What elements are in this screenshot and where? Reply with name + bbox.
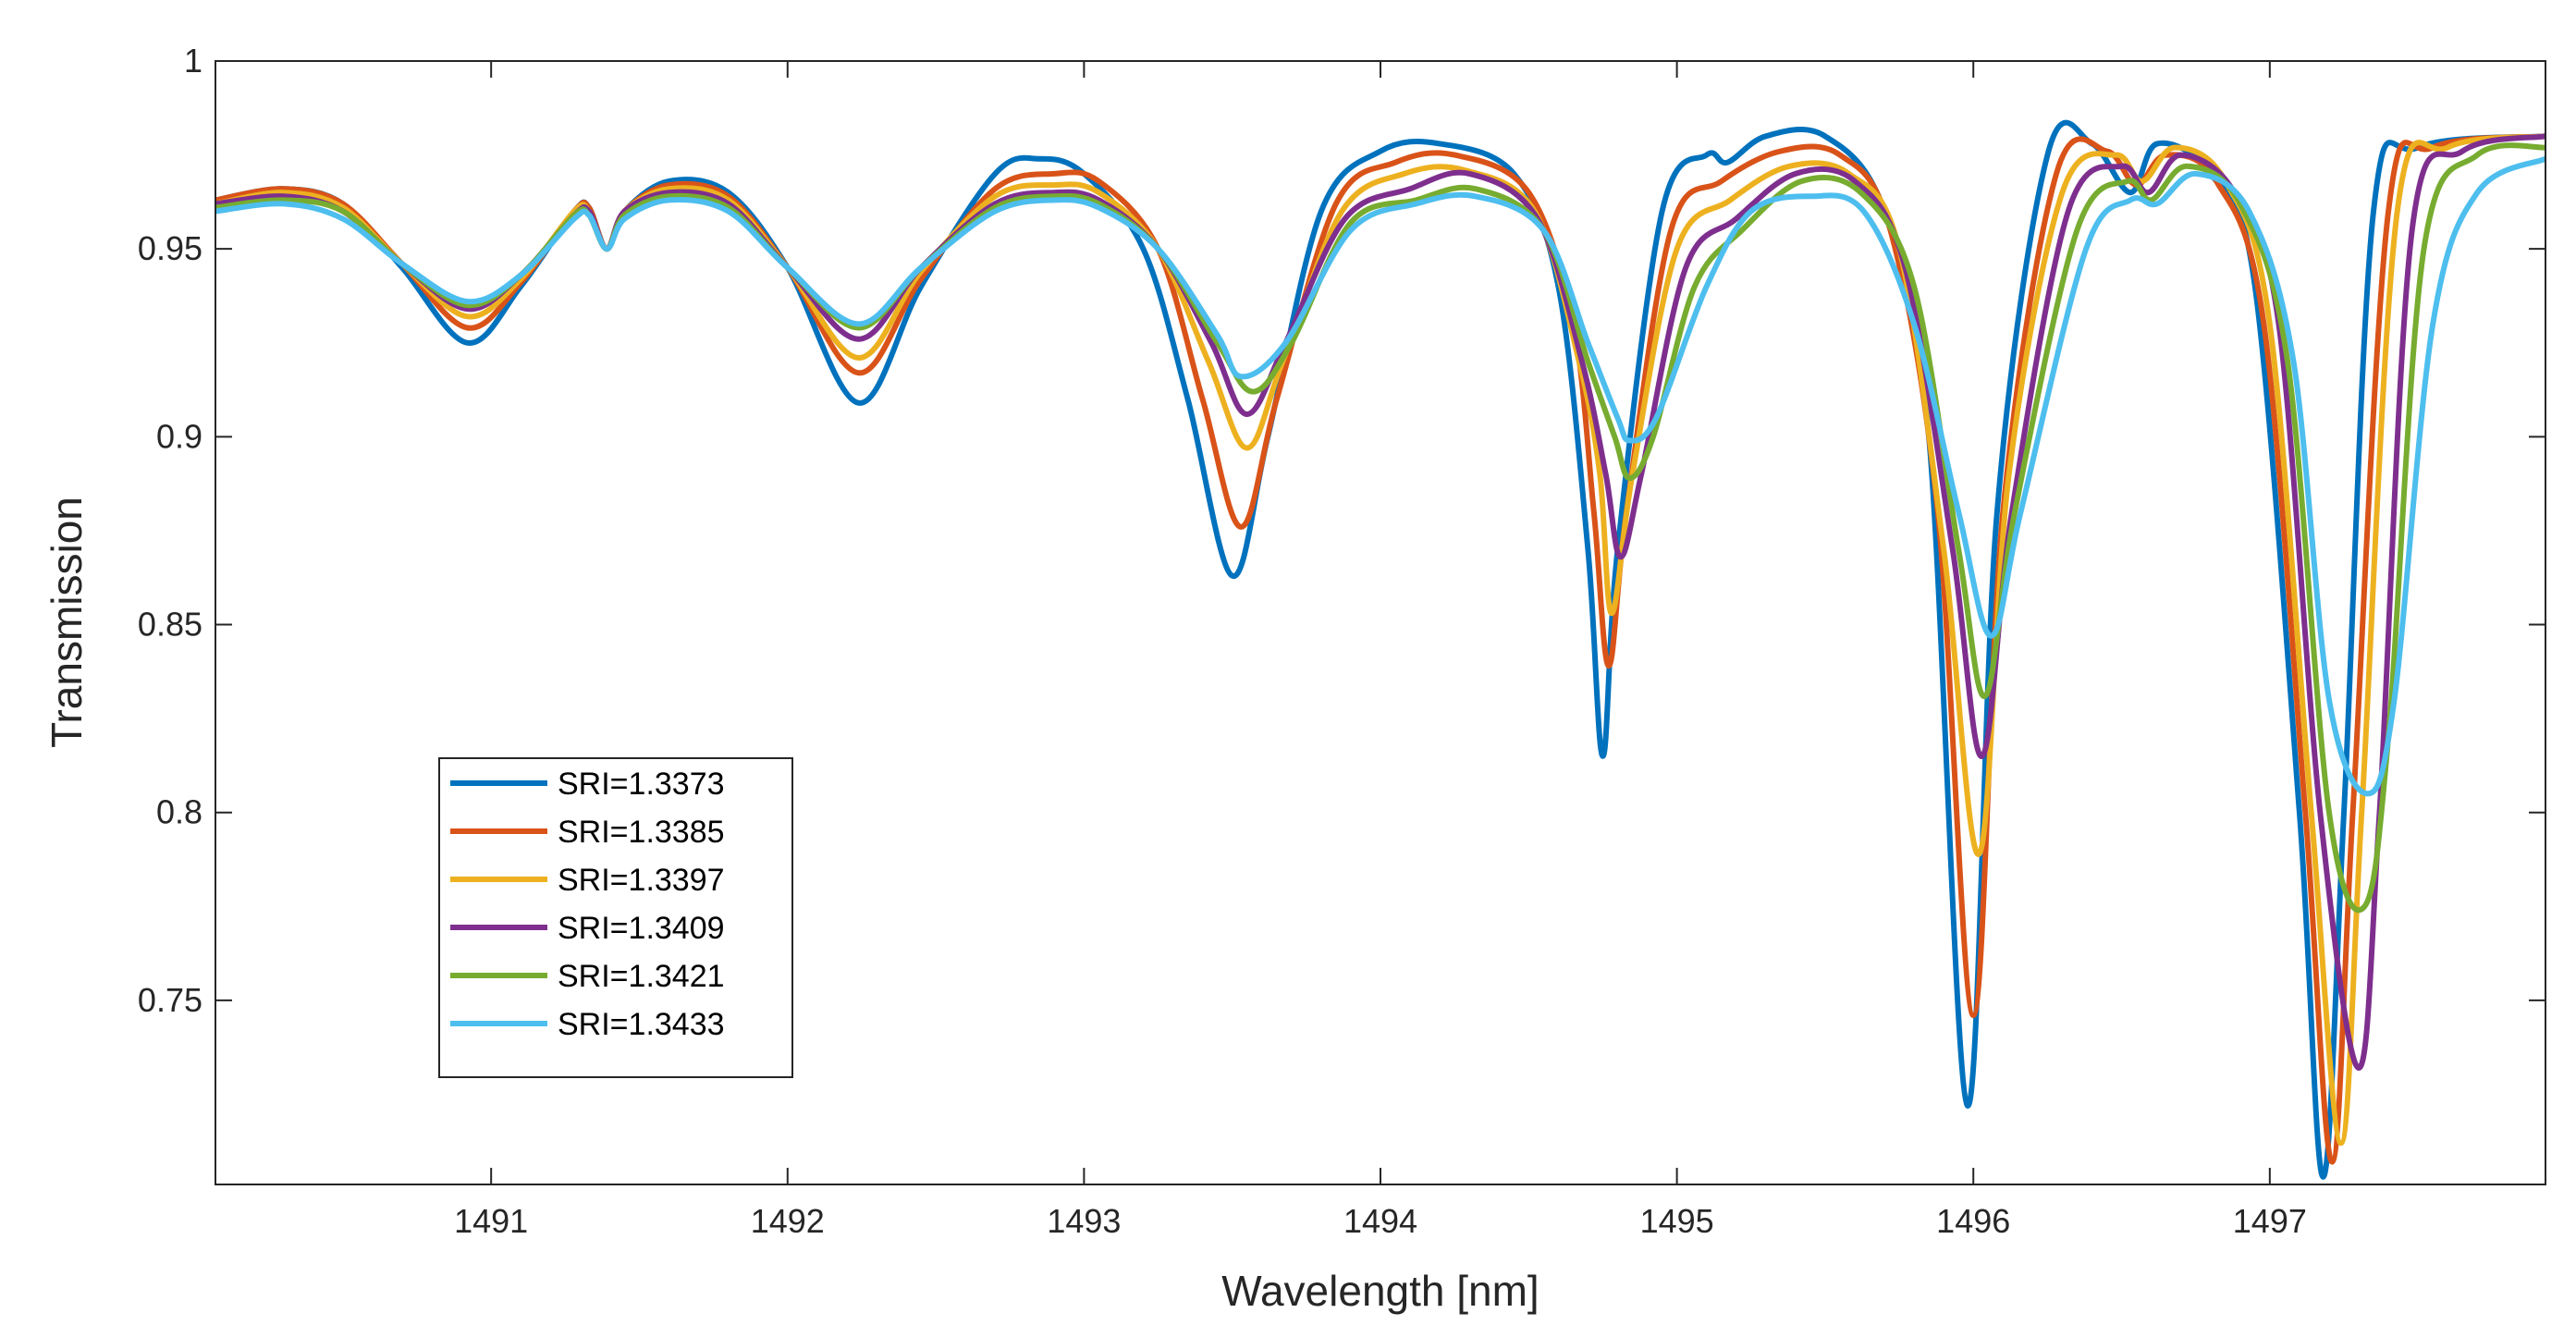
x-axis-ticks: 1491 1492 1493 1494 1495 1496 1497 (454, 61, 2307, 1240)
legend-label-1: SRI=1.3373 (558, 767, 725, 802)
y-tick-label: 0.75 (138, 981, 202, 1019)
x-axis-title: Wavelength [nm] (1221, 1267, 1539, 1315)
y-axis-title: Transmission (43, 497, 91, 748)
legend-label-4: SRI=1.3409 (558, 911, 725, 946)
y-axis-ticks: 0.75 0.8 0.85 0.9 0.95 1 (138, 42, 2545, 1019)
y-tick-label: 1 (184, 42, 202, 80)
legend-label-5: SRI=1.3421 (558, 959, 725, 994)
series-line-3 (215, 133, 2545, 1147)
series-line-5 (215, 142, 2545, 914)
y-tick-label: 0.95 (138, 229, 202, 267)
x-tick-label: 1493 (1047, 1202, 1121, 1240)
x-tick-label: 1494 (1343, 1202, 1417, 1240)
legend-label-6: SRI=1.3433 (558, 1007, 725, 1042)
series-line-4 (215, 133, 2545, 1071)
y-tick-label: 0.9 (156, 417, 202, 455)
y-tick-label: 0.85 (138, 606, 202, 644)
x-tick-label: 1491 (454, 1202, 528, 1240)
legend-label-2: SRI=1.3385 (558, 815, 725, 850)
y-tick-label: 0.8 (156, 793, 202, 831)
series-line-2 (215, 133, 2545, 1165)
x-tick-label: 1492 (751, 1202, 825, 1240)
legend-label-3: SRI=1.3397 (558, 863, 725, 898)
x-tick-label: 1496 (1936, 1202, 2010, 1240)
series-line-6 (215, 155, 2545, 797)
series-lines (215, 119, 2545, 1180)
x-tick-label: 1495 (1640, 1202, 1714, 1240)
legend: SRI=1.3373 SRI=1.3385 SRI=1.3397 SRI=1.3409… (438, 757, 793, 1078)
x-tick-label: 1497 (2233, 1202, 2307, 1240)
